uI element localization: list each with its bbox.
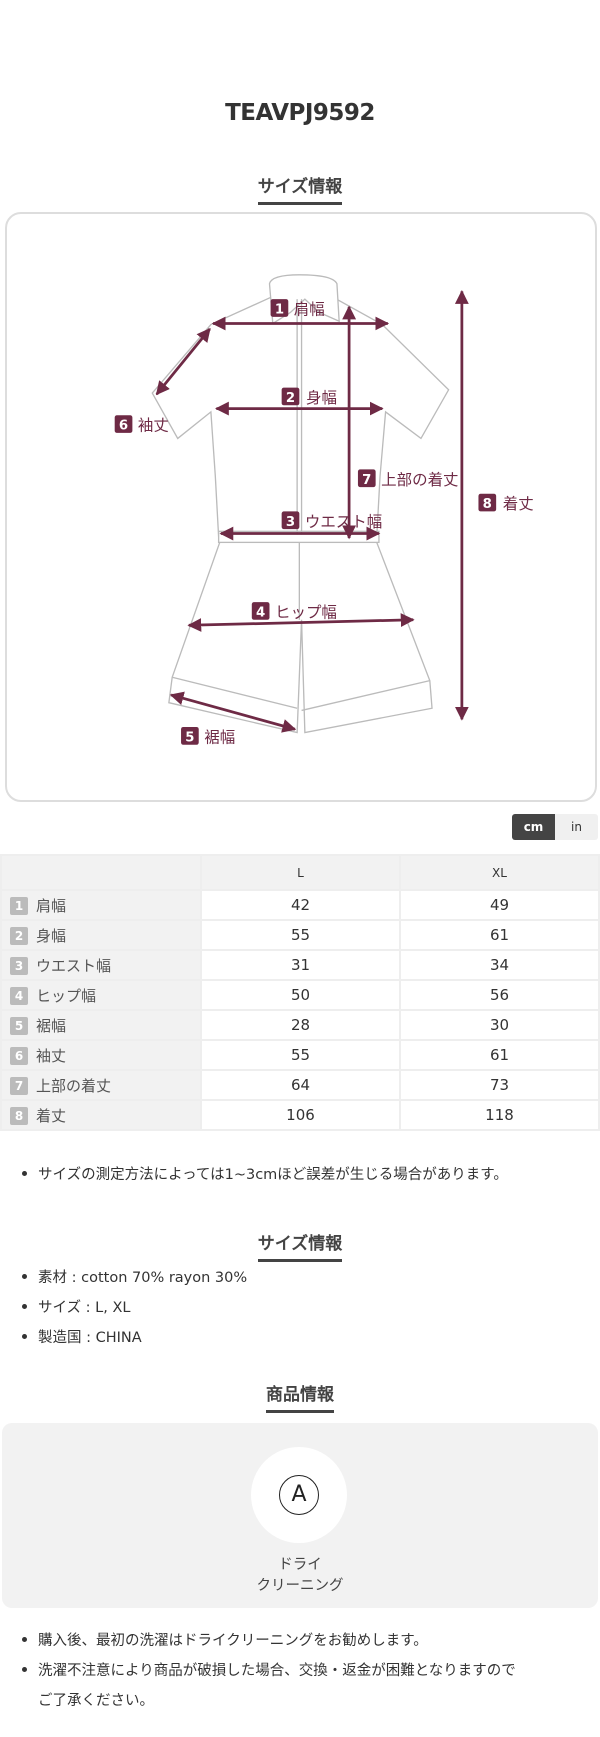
header-empty [0,854,202,891]
dry-clean-A-icon: A [279,1475,319,1515]
size-info-heading: サイズ情報 [0,1229,600,1262]
row-number: 8 [10,1107,28,1125]
row-number: 1 [10,897,28,915]
unit-cm-button[interactable]: cm [512,814,555,840]
table-row: 4 ヒップ幅 50 56 [0,979,600,1011]
cell-XL: 56 [399,979,600,1011]
column-header: XL [399,854,600,891]
svg-text:1: 1 [275,303,284,318]
row-label-text: 身幅 [36,926,67,945]
list-item: 購入後、最初の洗濯はドライクリーニングをお勧めします。 [22,1629,428,1650]
table-row: 3 ウエスト幅 31 34 [0,949,600,981]
label-8: 8 着丈 [478,493,534,513]
label-7: 7 上部の着丈 [357,469,459,489]
svg-text:8: 8 [483,497,492,512]
svg-text:7: 7 [362,473,371,488]
cell-XL: 73 [399,1069,600,1101]
size-table: L XL 1 肩幅 42 49 2 身幅 55 61 3 ウエスト幅 31 34 4 ヒップ幅… [0,854,600,1131]
table-row: 1 肩幅 42 49 [0,889,600,921]
list-item-continuation: ご了承ください。 [38,1693,154,1709]
cell-XL: 34 [399,949,600,981]
svg-text:3: 3 [286,515,295,530]
row-label: 3 ウエスト幅 [0,949,202,981]
list-item: サイズ : L, XL [21,1296,130,1317]
row-number: 2 [10,927,28,945]
row-number: 5 [10,1017,28,1035]
cell-XL: 61 [399,1039,600,1071]
svg-text:2: 2 [286,391,295,406]
dry-clean-icon-badge: A [251,1447,347,1543]
row-label: 6 袖丈 [0,1039,202,1071]
product-info-heading: 商品情報 [0,1380,600,1413]
size-diagram: 1 肩幅 2 身幅 3 ウエスト幅 4 ヒップ幅 5 裾幅 6 袖丈 7 上部の着丈 8 着丈 [5,212,597,802]
list-item: 素材 : cotton 70% rayon 30% [21,1266,247,1287]
svg-text:ウエスト幅: ウエスト幅 [305,513,382,531]
svg-text:肩幅: 肩幅 [294,301,325,319]
cell-L: 55 [200,1039,401,1071]
measurement-lines [155,290,469,733]
unit-in-button[interactable]: in [555,814,598,840]
cell-L: 64 [200,1069,401,1101]
svg-text:着丈: 着丈 [503,495,534,513]
row-label: 5 裾幅 [0,1009,202,1041]
measurement-labels: 1 肩幅 2 身幅 3 ウエスト幅 4 ヒップ幅 5 裾幅 6 袖丈 7 上部の着丈 8 着丈 [114,299,534,747]
label-6: 6 袖丈 [114,415,169,435]
svg-text:4: 4 [256,605,265,620]
svg-text:袖丈: 袖丈 [138,417,169,435]
garment-illustration: 1 肩幅 2 身幅 3 ウエスト幅 4 ヒップ幅 5 裾幅 6 袖丈 7 上部の着丈 8 着丈 [114,274,534,747]
cell-L: 106 [200,1099,401,1131]
label-4: 4 ヒップ幅 [251,602,337,622]
table-row: 8 着丈 106 118 [0,1099,600,1131]
cell-XL: 61 [399,919,600,951]
row-label: 2 身幅 [0,919,202,951]
cell-L: 28 [200,1009,401,1041]
svg-text:身幅: 身幅 [306,389,337,407]
table-row: 7 上部の着丈 64 73 [0,1069,600,1101]
cell-XL: 49 [399,889,600,921]
measure-note: サイズの測定方法によっては1~3cmほど誤差が生じる場合があります。 [22,1163,508,1184]
table-row: 5 裾幅 28 30 [0,1009,600,1041]
row-label-text: ヒップ幅 [36,986,97,1005]
care-label: ドライ クリーニング [256,1557,344,1594]
column-header: L [200,854,401,891]
list-item: 製造国 : CHINA [22,1326,142,1347]
svg-text:5: 5 [185,730,194,745]
svg-text:裾幅: 裾幅 [204,729,235,747]
label-2: 2 身幅 [281,387,337,407]
cell-L: 42 [200,889,401,921]
cell-L: 55 [200,919,401,951]
table-row: 6 袖丈 55 61 [0,1039,600,1071]
label-5: 5 裾幅 [181,727,235,747]
cell-L: 31 [200,949,401,981]
label-1: 1 肩幅 [270,299,325,319]
svg-text:6: 6 [119,419,128,434]
cell-L: 50 [200,979,401,1011]
row-number: 3 [10,957,28,975]
svg-text:上部の着丈: 上部の着丈 [381,471,458,489]
list-item: 洗濯不注意により商品が破損した場合、交換・返金が困難となりますので [22,1659,516,1680]
row-label-text: 着丈 [36,1106,67,1125]
table-row: 2 身幅 55 61 [0,919,600,951]
row-label-text: 肩幅 [36,896,67,915]
row-label: 1 肩幅 [0,889,202,921]
product-code: TEAVPJ9592 [225,100,375,126]
size-section-heading: サイズ情報 [0,172,600,205]
unit-toggle[interactable]: cm in [512,814,598,840]
cell-XL: 118 [399,1099,600,1131]
row-label: 8 着丈 [0,1099,202,1131]
row-number: 4 [10,987,28,1005]
row-label-text: 裾幅 [36,1016,67,1035]
label-3: 3 ウエスト幅 [281,511,382,531]
table-header-row: L XL [0,854,600,891]
cell-XL: 30 [399,1009,600,1041]
row-number: 7 [10,1077,28,1095]
row-number: 6 [10,1047,28,1065]
row-label: 7 上部の着丈 [0,1069,202,1101]
svg-text:ヒップ幅: ヒップ幅 [275,604,337,622]
row-label-text: ウエスト幅 [36,956,112,975]
row-label: 4 ヒップ幅 [0,979,202,1011]
row-label-text: 袖丈 [36,1046,67,1065]
row-label-text: 上部の着丈 [36,1076,112,1095]
